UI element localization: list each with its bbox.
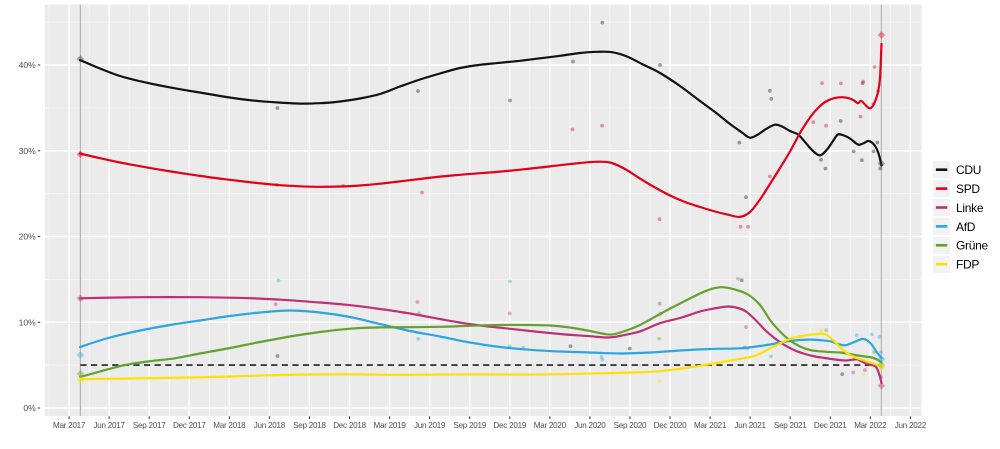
svg-text:0%: 0% [23, 403, 36, 413]
svg-text:Dec 2019: Dec 2019 [493, 421, 526, 430]
svg-text:Dec 2017: Dec 2017 [173, 421, 206, 430]
svg-text:Mar 2019: Mar 2019 [373, 421, 406, 430]
svg-text:40%: 40% [19, 60, 37, 70]
svg-text:Dec 2020: Dec 2020 [654, 421, 687, 430]
svg-text:Jun 2019: Jun 2019 [414, 421, 446, 430]
svg-text:10%: 10% [19, 317, 37, 327]
svg-text:20%: 20% [19, 232, 37, 242]
svg-text:Mar 2020: Mar 2020 [534, 421, 567, 430]
svg-text:Jun 2017: Jun 2017 [94, 421, 126, 430]
svg-text:Dec 2018: Dec 2018 [333, 421, 366, 430]
svg-text:Sep 2018: Sep 2018 [293, 421, 326, 430]
svg-text:Dec 2021: Dec 2021 [814, 421, 847, 430]
svg-text:Jun 2021: Jun 2021 [734, 421, 766, 430]
svg-text:SPD: SPD [956, 182, 980, 196]
svg-text:Jun 2022: Jun 2022 [895, 421, 927, 430]
svg-text:Jun 2018: Jun 2018 [254, 421, 286, 430]
svg-text:30%: 30% [19, 146, 37, 156]
svg-text:CDU: CDU [956, 163, 981, 177]
svg-text:Grüne: Grüne [956, 239, 988, 253]
svg-text:AfD: AfD [956, 220, 976, 234]
svg-text:FDP: FDP [956, 258, 979, 272]
svg-text:Sep 2020: Sep 2020 [614, 421, 647, 430]
svg-text:Sep 2017: Sep 2017 [133, 421, 166, 430]
svg-text:Jun 2020: Jun 2020 [574, 421, 606, 430]
svg-text:Mar 2017: Mar 2017 [53, 421, 86, 430]
svg-text:Mar 2018: Mar 2018 [213, 421, 246, 430]
svg-text:Linke: Linke [956, 201, 984, 215]
svg-text:Mar 2022: Mar 2022 [854, 421, 887, 430]
svg-text:Sep 2019: Sep 2019 [453, 421, 486, 430]
svg-text:Sep 2021: Sep 2021 [774, 421, 807, 430]
svg-text:Mar 2021: Mar 2021 [694, 421, 727, 430]
